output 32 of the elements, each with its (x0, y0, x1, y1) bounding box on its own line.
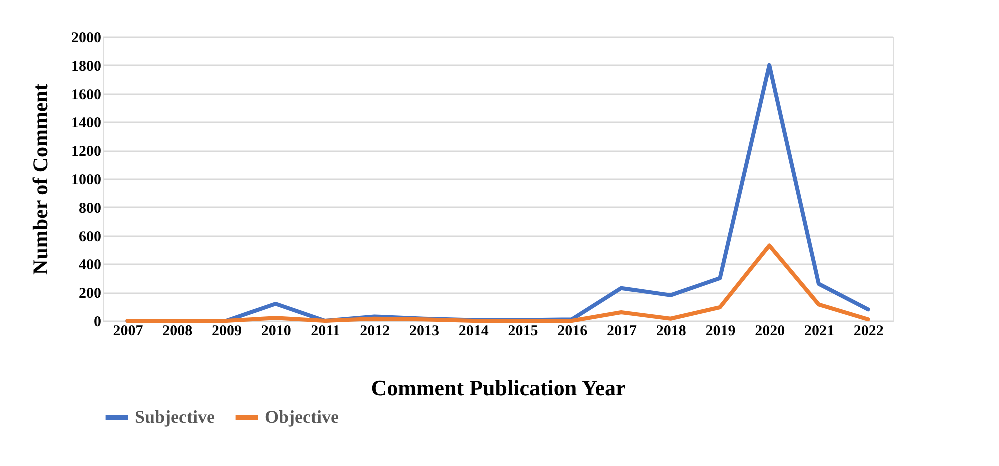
x-tick-label: 2017 (606, 324, 638, 340)
y-tick-label: 2000 (72, 30, 102, 46)
y-tick-label: 1800 (72, 58, 102, 75)
x-tick-label: 2022 (854, 324, 884, 340)
y-tick-label: 0 (94, 314, 102, 330)
x-tick-label: 2015 (508, 324, 538, 340)
y-tick-label: 600 (79, 229, 102, 246)
y-tick-label: 1600 (72, 87, 102, 104)
x-axis-title: Comment Publication Year (371, 376, 626, 400)
x-tick-label: 2009 (212, 324, 242, 340)
x-tick-label: 2014 (458, 324, 490, 340)
y-tick-label: 200 (79, 286, 102, 302)
y-tick-label: 400 (79, 258, 102, 274)
x-tick-label: 2008 (162, 324, 193, 340)
x-tick-label: 2020 (755, 324, 786, 340)
x-tick-label: 2007 (113, 324, 144, 340)
y-tick-label: 1200 (72, 144, 102, 160)
line-series (126, 244, 870, 323)
x-tick-label: 2011 (311, 324, 340, 340)
x-tick-label: 2018 (656, 324, 686, 340)
legend-label: Objective (265, 407, 339, 427)
y-axis-title: Number of Comment (28, 84, 52, 275)
x-tick-label: 2010 (261, 324, 292, 340)
x-tick-label: 2013 (409, 324, 440, 340)
y-tick-label: 1000 (72, 172, 102, 188)
x-tick-label: 2016 (558, 324, 588, 340)
x-tick-label: 2021 (804, 324, 834, 340)
x-tick-label: 2012 (360, 324, 390, 340)
y-tick-label: 1400 (72, 116, 102, 132)
legend-label: Subjective (135, 407, 215, 427)
y-tick-label: 800 (79, 200, 102, 217)
x-tick-label: 2019 (706, 324, 736, 340)
